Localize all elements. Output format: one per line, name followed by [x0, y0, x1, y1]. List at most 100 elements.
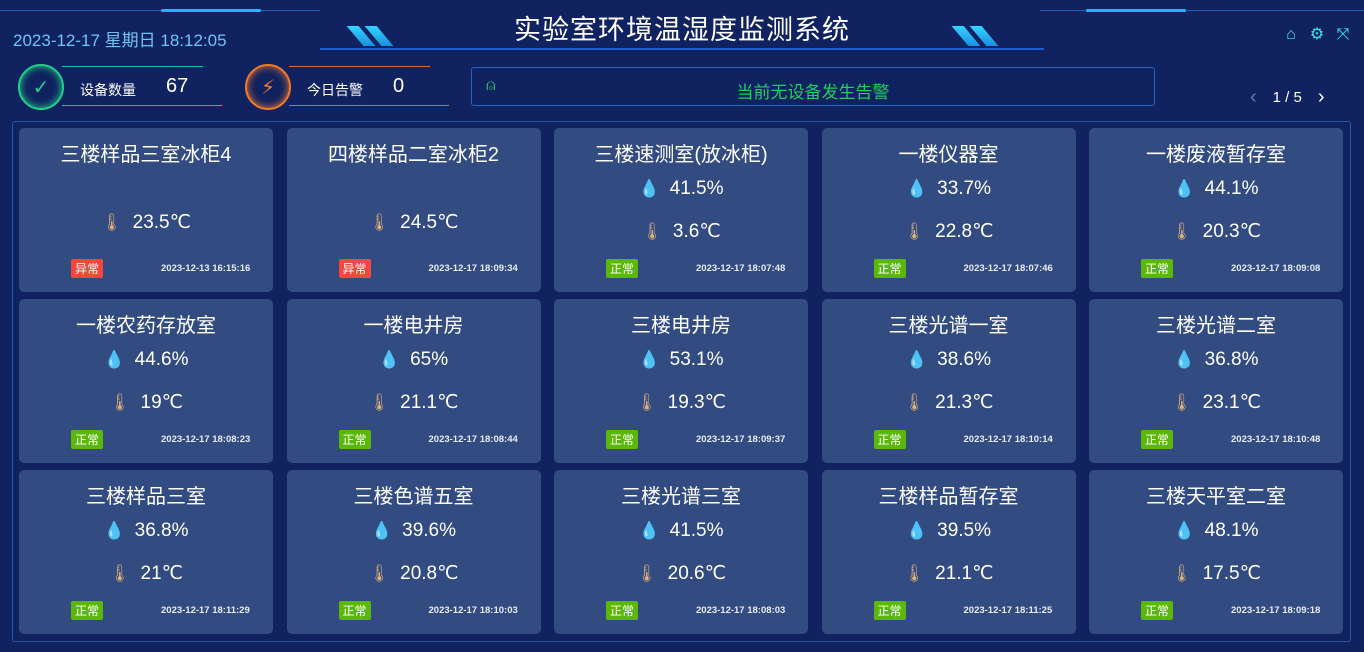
temperature-value: 24.5℃	[400, 212, 459, 233]
humidity-icon: 💧	[1173, 521, 1195, 540]
device-card[interactable]: 四楼样品二室冰柜2 🌡 24.5℃ 异常 2023-12-17 18:09:34	[286, 128, 541, 292]
humidity-icon: 💧	[103, 350, 125, 369]
device-count-label: 设备数量	[80, 82, 136, 98]
device-card[interactable]: 三楼样品暂存室 💧 39.5% 🌡 21.1℃ 正常 2023-12-17 18:11:25	[821, 470, 1076, 634]
humidity-icon: 💧	[905, 350, 928, 369]
device-card[interactable]: 三楼光谱一室 💧 38.6% 🌡 21.3℃ 正常 2023-12-17 18:10:14	[821, 299, 1076, 463]
temperature-value: 3.6℃	[672, 221, 721, 242]
status-badge: 正常	[606, 430, 639, 449]
update-time: 2023-12-17 18:10:48	[1231, 434, 1321, 445]
temperature-value: 17.5℃	[1202, 563, 1261, 584]
siren-icon: ⍝	[486, 77, 496, 94]
next-page-button[interactable]: ›	[1317, 86, 1325, 108]
humidity-row: 💧 41.5%	[554, 520, 808, 542]
temperature-row: 🌡 19℃	[19, 391, 273, 414]
thermometer-icon: 🌡	[368, 212, 391, 232]
thermometer-icon: 🌡	[1171, 563, 1193, 583]
humidity-row: 💧 44.1%	[1089, 178, 1343, 200]
fullscreen-icon[interactable]: ⤧	[1336, 26, 1350, 43]
device-card[interactable]: 三楼光谱三室 💧 41.5% 🌡 20.6℃ 正常 2023-12-17 18:08:03	[554, 470, 808, 634]
status-badge: 正常	[1141, 430, 1174, 449]
device-card[interactable]: 三楼样品三室 💧 36.8% 🌡 21℃ 正常 2023-12-17 18:11:29	[19, 470, 273, 634]
humidity-value: 53.1%	[669, 349, 724, 370]
device-card[interactable]: 三楼色谱五室 💧 39.6% 🌡 20.8℃ 正常 2023-12-17 18:10:03	[286, 470, 541, 634]
header-stripes-left	[346, 26, 394, 46]
humidity-row: 💧 36.8%	[19, 520, 273, 542]
humidity-row: 💧 44.6%	[19, 349, 273, 371]
thermometer-icon: 🌡	[1171, 392, 1193, 412]
home-icon[interactable]: ⌂	[1286, 26, 1296, 43]
header-frame	[320, 12, 1044, 50]
thermometer-icon: 🌡	[903, 221, 926, 241]
device-card[interactable]: 三楼样品三室冰柜4 🌡 23.5℃ 异常 2023-12-13 16:15:16	[19, 128, 273, 292]
gear-icon[interactable]: ⚙	[1309, 26, 1325, 43]
page-title: 实验室环境温湿度监测系统	[514, 15, 850, 45]
device-name: 三楼光谱二室	[1156, 315, 1276, 337]
update-time: 2023-12-17 18:09:18	[1231, 605, 1321, 616]
header-glow-left	[161, 9, 261, 12]
device-name: 三楼电井房	[631, 315, 731, 337]
status-badge: 正常	[873, 430, 906, 449]
temperature-value: 19℃	[140, 392, 184, 413]
status-badge: 正常	[71, 601, 104, 620]
humidity-icon: 💧	[103, 521, 125, 540]
temperature-row: 🌡 21.1℃	[822, 562, 1076, 585]
device-name: 一楼农药存放室	[76, 315, 216, 337]
temperature-value: 20.3℃	[1202, 221, 1261, 242]
temperature-row: 🌡 19.3℃	[554, 391, 808, 414]
device-card[interactable]: 一楼农药存放室 💧 44.6% 🌡 19℃ 正常 2023-12-17 18:08:23	[19, 299, 273, 463]
device-name: 一楼废液暂存室	[1146, 144, 1286, 166]
temperature-value: 21℃	[140, 563, 184, 584]
update-time: 2023-12-17 18:09:34	[428, 263, 518, 274]
humidity-row: 💧 65%	[287, 349, 541, 371]
header-line-left	[0, 10, 320, 11]
device-card[interactable]: 三楼光谱二室 💧 36.8% 🌡 23.1℃ 正常 2023-12-17 18:10:48	[1089, 299, 1343, 463]
alert-text: 当前无设备发生告警	[736, 83, 890, 102]
humidity-row: 💧 48.1%	[1089, 520, 1343, 542]
device-panel	[12, 121, 1351, 642]
prev-page-button[interactable]: ‹	[1250, 86, 1257, 108]
update-time: 2023-12-13 16:15:16	[161, 263, 251, 274]
temperature-row: 🌡 20.6℃	[554, 562, 808, 585]
temperature-value: 21.1℃	[400, 392, 459, 413]
device-count-value: 67	[166, 75, 189, 97]
header-line-right	[1040, 10, 1364, 11]
thermometer-icon: 🌡	[108, 563, 131, 583]
humidity-value: 33.7%	[937, 178, 992, 199]
device-card[interactable]: 一楼电井房 💧 65% 🌡 21.1℃ 正常 2023-12-17 18:08:44	[286, 299, 541, 463]
datetime: 2023-12-17 星期日 18:12:05	[13, 31, 227, 50]
humidity-value: 65%	[410, 349, 449, 370]
humidity-icon: 💧	[378, 350, 401, 369]
status-badge: 正常	[873, 259, 906, 278]
update-time: 2023-12-17 18:07:48	[696, 263, 786, 274]
temperature-row: 🌡 24.5℃	[287, 211, 541, 234]
device-name: 一楼仪器室	[898, 144, 999, 166]
alarm-count-value: 0	[393, 75, 405, 97]
thermometer-icon: 🌡	[903, 563, 926, 583]
header-actions: ⌂ ⚙ ⤧	[1282, 26, 1352, 44]
device-card[interactable]: 三楼电井房 💧 53.1% 🌡 19.3℃ 正常 2023-12-17 18:09:37	[554, 299, 808, 463]
status-badge: 正常	[71, 430, 104, 449]
humidity-icon: 💧	[638, 179, 660, 198]
device-name: 三楼样品暂存室	[878, 486, 1019, 508]
device-card[interactable]: 三楼速测室(放冰柜) 💧 41.5% 🌡 3.6℃ 正常 2023-12-17 18:07:…	[554, 128, 808, 292]
update-time: 2023-12-17 18:07:46	[963, 263, 1053, 274]
update-time: 2023-12-17 18:09:37	[696, 434, 786, 445]
device-card[interactable]: 三楼天平室二室 💧 48.1% 🌡 17.5℃ 正常 2023-12-17 18:09:18	[1089, 470, 1343, 634]
humidity-value: 44.1%	[1204, 178, 1259, 199]
humidity-row: 💧 38.6%	[822, 349, 1076, 371]
status-badge: 正常	[1141, 259, 1174, 278]
thermometer-icon: 🌡	[1171, 221, 1193, 241]
temperature-value: 21.1℃	[935, 563, 994, 584]
humidity-value: 44.6%	[134, 349, 189, 370]
humidity-icon: 💧	[1173, 350, 1195, 369]
device-card[interactable]: 一楼废液暂存室 💧 44.1% 🌡 20.3℃ 正常 2023-12-17 18:09:08	[1089, 128, 1343, 292]
temperature-value: 23.5℃	[132, 212, 191, 233]
device-name: 三楼天平室二室	[1146, 486, 1286, 508]
temperature-row: 🌡 23.1℃	[1089, 391, 1343, 414]
device-card[interactable]: 一楼仪器室 💧 33.7% 🌡 22.8℃ 正常 2023-12-17 18:07:46	[821, 128, 1076, 292]
update-time: 2023-12-17 18:08:03	[696, 605, 786, 616]
humidity-icon: 💧	[638, 350, 660, 369]
update-time: 2023-12-17 18:11:29	[161, 605, 250, 616]
device-name: 三楼光谱一室	[888, 315, 1009, 337]
